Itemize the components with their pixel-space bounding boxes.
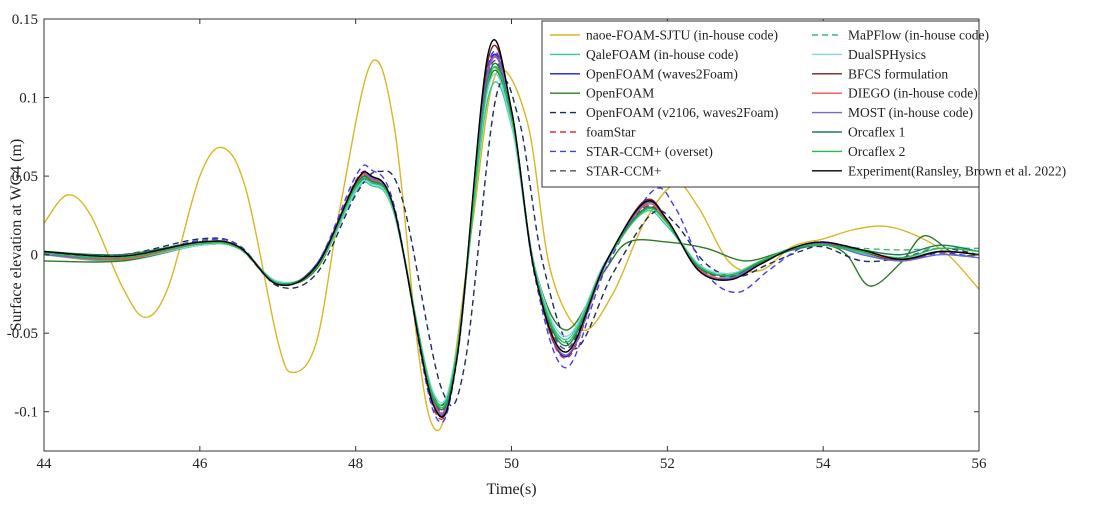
y-tick-label: -0.1	[14, 405, 38, 421]
legend-label-16: Experiment(Ransley, Brown et al. 2022)	[848, 163, 1066, 178]
x-tick-label: 44	[37, 456, 53, 472]
y-tick-label: 0.1	[19, 91, 38, 107]
y-axis-label: Surface elevation at WG4 (m)	[8, 139, 25, 332]
x-tick-label: 52	[660, 456, 675, 472]
axes-layer: 44 46 48 50 52 54 56 -0.1 -0.05 0 0.05 0.1 0.15	[7, 12, 987, 472]
y-tick-label: 0.05	[12, 169, 38, 185]
legend-label-4: OpenFOAM	[586, 86, 654, 101]
x-tick-label: 46	[192, 456, 208, 472]
legend-label-3: OpenFOAM (waves2Foam)	[586, 66, 738, 81]
series-line-16	[44, 39, 979, 418]
legend-label-2: QaleFOAM (in-house code)	[586, 47, 738, 62]
legend-label-1: naoe-FOAM-SJTU (in-house code)	[586, 28, 778, 43]
legend: naoe-FOAM-SJTU (in-house code) QaleFOAM (…	[541, 20, 1066, 188]
y-tick-label: -0.05	[7, 326, 38, 342]
legend-label-13: MOST (in-house code)	[848, 105, 973, 120]
x-tick-label: 50	[504, 456, 519, 472]
x-axis-label: Time(s)	[486, 481, 536, 498]
series-line-5	[44, 79, 979, 407]
legend-label-9: MaPFlow (in-house code)	[848, 28, 989, 43]
legend-label-11: BFCS formulation	[848, 66, 948, 81]
legend-label-15: Orcaflex 2	[848, 144, 905, 159]
series-layer	[44, 39, 979, 432]
legend-label-14: Orcaflex 1	[848, 125, 905, 140]
legend-label-6: foamStar	[586, 125, 636, 140]
legend-label-7: STAR-CCM+ (overset)	[586, 144, 713, 159]
legend-label-5: OpenFOAM (v2106, waves2Foam)	[586, 105, 778, 120]
legend-label-12: DIEGO (in-house code)	[848, 86, 978, 101]
x-tick-label: 54	[816, 456, 832, 472]
x-tick-label: 48	[348, 456, 363, 472]
y-tick-label: 0.15	[12, 12, 38, 28]
legend-label-10: DualSPHysics	[848, 47, 926, 62]
y-tick-label: 0	[31, 248, 39, 264]
legend-box	[541, 20, 980, 188]
legend-label-8: STAR-CCM+	[586, 163, 662, 178]
x-tick-label: 56	[972, 456, 988, 472]
